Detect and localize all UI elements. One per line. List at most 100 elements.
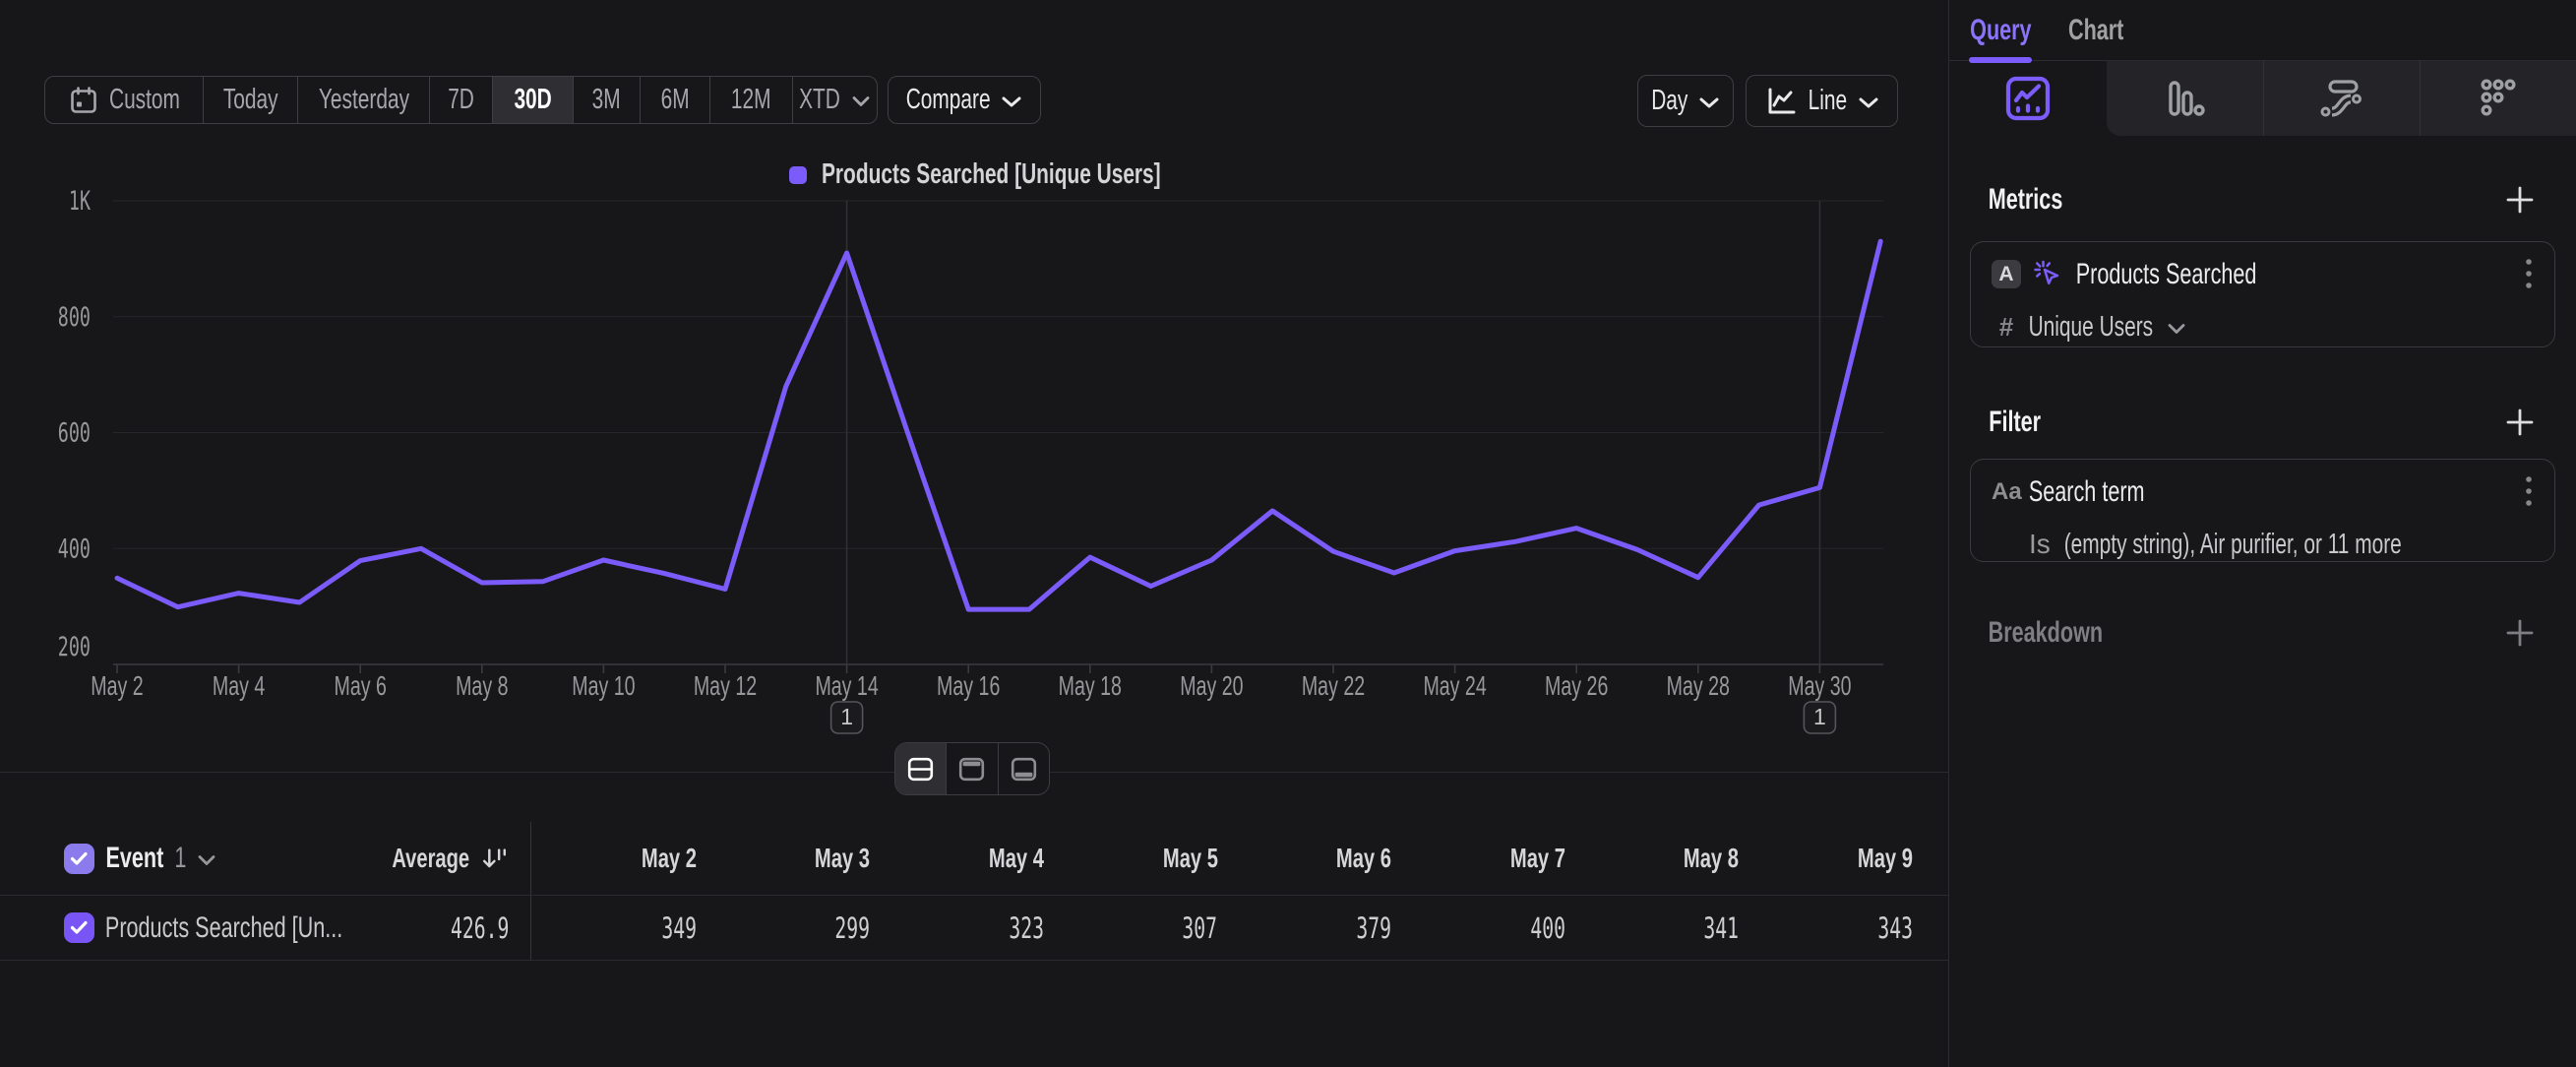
chart-only-view-button[interactable]	[946, 743, 997, 794]
metric-card[interactable]: A Products Searched #	[1970, 241, 2555, 347]
annotation-marker[interactable]: 1	[829, 701, 864, 734]
event-count: 1	[173, 842, 186, 874]
chevron-down-icon	[2167, 323, 2186, 335]
svg-text:May 20: May 20	[1180, 670, 1243, 701]
svg-text:200: 200	[58, 632, 91, 662]
range-option-xtd[interactable]: XTD	[792, 77, 877, 123]
compare-button[interactable]: Compare	[888, 76, 1041, 124]
range-option-30d[interactable]: 30D	[492, 77, 573, 123]
row-average-value: 426.9	[450, 910, 509, 945]
svg-text:400: 400	[58, 534, 91, 564]
annotation-marker[interactable]: 1	[1803, 701, 1837, 734]
range-option-custom[interactable]: Custom	[45, 77, 203, 123]
svg-text:May 16: May 16	[937, 670, 1000, 701]
event-column-header[interactable]: Event	[105, 842, 163, 874]
svg-text:May 2: May 2	[91, 670, 143, 701]
filter-property-name: Search term	[2029, 474, 2145, 508]
breakdown-table: Event 1 Average	[0, 822, 1949, 961]
tab-flows[interactable]	[2263, 61, 2421, 136]
cell-value: 400	[1530, 910, 1565, 945]
event-sparkle-cursor-icon	[2033, 259, 2064, 290]
chevron-down-icon	[1001, 95, 1022, 108]
svg-text:800: 800	[58, 302, 91, 333]
date-column-header[interactable]: May 5	[1162, 843, 1218, 873]
date-column-header[interactable]: May 4	[988, 843, 1044, 873]
row-event-name: Products Searched [Un...	[105, 910, 343, 944]
cell-value: 349	[660, 910, 697, 945]
row-checkbox[interactable]	[64, 912, 94, 943]
split-view-button[interactable]	[895, 743, 947, 794]
date-column-header[interactable]: May 3	[815, 843, 871, 873]
retention-icon	[2473, 73, 2524, 124]
tab-insights[interactable]	[1949, 61, 2107, 136]
date-column-header[interactable]: May 7	[1509, 843, 1565, 873]
svg-text:May 4: May 4	[213, 670, 265, 701]
svg-text:1K: 1K	[69, 186, 92, 217]
string-property-icon: Aa	[1992, 477, 2022, 505]
legend-swatch	[788, 165, 807, 184]
date-column-header[interactable]: May 8	[1684, 843, 1740, 873]
filter-value[interactable]: (empty string), Air purifier, or 11 more	[2064, 528, 2403, 560]
range-option-12m[interactable]: 12M	[709, 77, 792, 123]
metric-letter-badge: A	[1992, 260, 2021, 288]
date-column-header[interactable]: May 6	[1336, 843, 1392, 873]
svg-text:600: 600	[58, 418, 91, 449]
metric-name: Products Searched	[2076, 257, 2257, 290]
chart-type-dropdown[interactable]: Line	[1746, 75, 1898, 127]
breakdown-title: Breakdown	[1989, 616, 2104, 649]
svg-text:May 18: May 18	[1059, 670, 1122, 701]
date-column-headers: May 2 May 3 May 4 May 5 May 6 May 7 May 8 May 9	[531, 822, 1922, 895]
cell-value: 343	[1877, 910, 1913, 945]
svg-text:May 28: May 28	[1667, 670, 1730, 701]
range-option-label: 6M	[660, 84, 690, 115]
chevron-down-icon	[851, 95, 871, 107]
tab-chart[interactable]: Chart	[2068, 13, 2124, 46]
tab-funnels[interactable]	[2107, 61, 2264, 136]
tab-retention[interactable]	[2421, 61, 2576, 136]
chart-type-label: Line	[1808, 85, 1848, 116]
average-column-header[interactable]: Average	[344, 822, 531, 895]
range-option-label: Custom	[108, 84, 180, 115]
range-option-yesterday[interactable]: Yesterday	[297, 77, 429, 123]
measure-selector[interactable]: Unique Users	[2029, 310, 2154, 343]
granularity-label: Day	[1650, 85, 1688, 116]
svg-text:1: 1	[840, 704, 853, 729]
kebab-menu-icon[interactable]	[2524, 472, 2534, 512]
table-only-view-button[interactable]	[997, 743, 1049, 794]
add-metric-button[interactable]	[2503, 183, 2537, 217]
funnel-icon	[2159, 73, 2210, 124]
range-option-3m[interactable]: 3M	[573, 77, 640, 123]
table-only-view-icon	[1010, 755, 1038, 784]
range-option-6m[interactable]: 6M	[640, 77, 709, 123]
compare-label: Compare	[905, 84, 991, 115]
cell-value: 341	[1703, 910, 1740, 945]
layout-toggle-group	[894, 742, 1050, 795]
range-option-label: XTD	[799, 84, 840, 115]
cell-value: 299	[834, 910, 871, 945]
granularity-dropdown[interactable]: Day	[1637, 75, 1734, 127]
tab-separator	[2420, 61, 2421, 136]
select-all-checkbox[interactable]	[64, 843, 94, 874]
filter-card[interactable]: Aa Search term Is (empty string), Air pu…	[1970, 459, 2555, 562]
calendar-icon	[69, 86, 98, 115]
sort-descending-icon	[479, 844, 509, 873]
filter-operator[interactable]: Is	[2029, 529, 2051, 559]
date-column-header[interactable]: May 9	[1857, 843, 1913, 873]
legend-label: Products Searched [Unique Users]	[821, 158, 1161, 190]
add-breakdown-button[interactable]	[2503, 616, 2537, 650]
table-row[interactable]: Products Searched [Un... 426.9 349 299 323…	[0, 896, 1949, 961]
tab-query[interactable]: Query	[1970, 13, 2032, 46]
date-column-header[interactable]: May 2	[641, 843, 697, 873]
range-option-7d[interactable]: 7D	[429, 77, 492, 123]
filter-title: Filter	[1989, 406, 2041, 438]
svg-text:May 8: May 8	[456, 670, 508, 701]
add-filter-button[interactable]	[2503, 406, 2537, 439]
svg-text:May 30: May 30	[1788, 670, 1851, 701]
cell-value: 379	[1356, 910, 1392, 945]
chart-legend[interactable]: Products Searched [Unique Users]	[0, 158, 1949, 191]
range-option-today[interactable]: Today	[203, 77, 297, 123]
date-range-selector: Custom Today Yesterday 7D 30D 3M 6M 12M XTD	[44, 76, 878, 124]
range-option-label: 7D	[448, 84, 474, 115]
kebab-menu-icon[interactable]	[2524, 255, 2534, 294]
